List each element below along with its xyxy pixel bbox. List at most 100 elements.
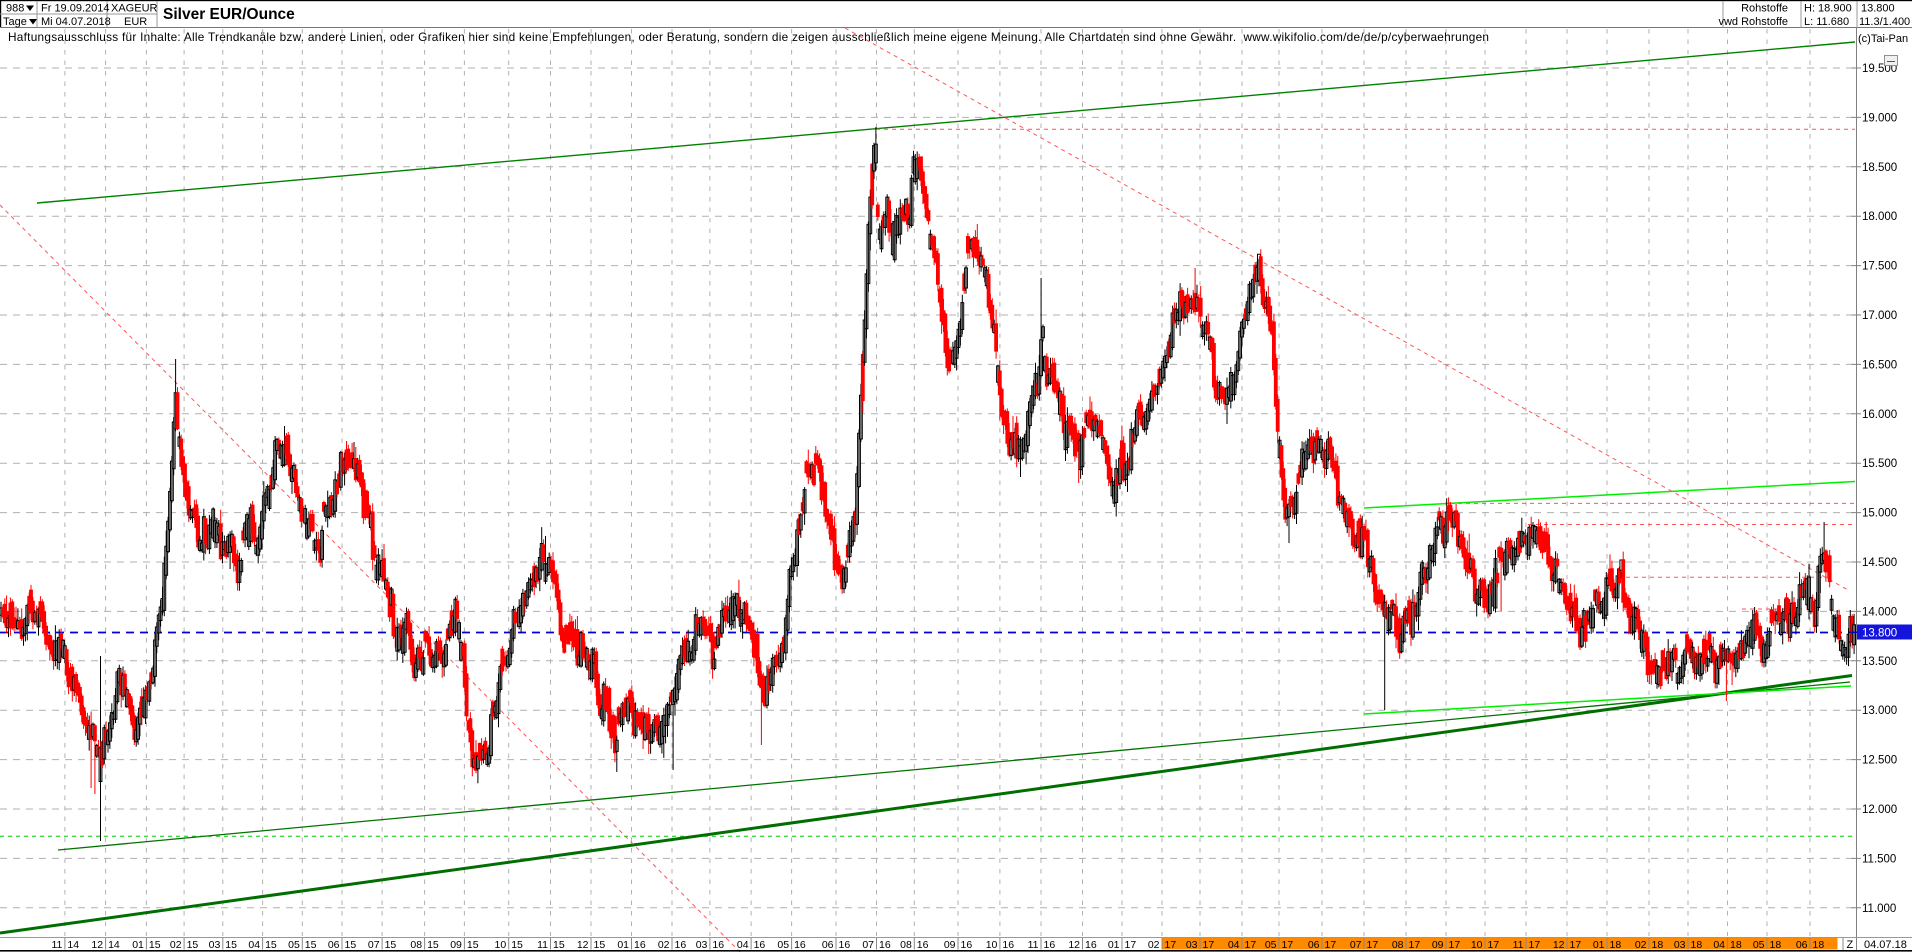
svg-text:11: 11 bbox=[537, 939, 548, 951]
svg-text:06: 06 bbox=[328, 939, 340, 951]
svg-text:14: 14 bbox=[108, 939, 120, 951]
svg-text:18: 18 bbox=[1610, 939, 1622, 951]
svg-text:15: 15 bbox=[305, 939, 317, 951]
svg-text:Silver EUR/Ounce: Silver EUR/Ounce bbox=[163, 6, 295, 23]
svg-text:12: 12 bbox=[1553, 939, 1565, 951]
svg-text:09: 09 bbox=[450, 939, 462, 951]
svg-text:07: 07 bbox=[368, 939, 380, 951]
svg-text:vwd Rohstoffe: vwd Rohstoffe bbox=[1718, 16, 1788, 28]
svg-text:(c)Tai-Pan: (c)Tai-Pan bbox=[1858, 33, 1908, 45]
svg-text:18: 18 bbox=[1813, 939, 1825, 951]
svg-text:15: 15 bbox=[385, 939, 397, 951]
svg-text:02: 02 bbox=[658, 939, 670, 951]
svg-text:11.3/1.400: 11.3/1.400 bbox=[1859, 16, 1910, 28]
svg-text:13.000: 13.000 bbox=[1862, 705, 1897, 717]
svg-text:03: 03 bbox=[1186, 939, 1198, 951]
svg-text:12.500: 12.500 bbox=[1862, 755, 1897, 767]
svg-text:10: 10 bbox=[495, 939, 507, 951]
svg-text:Fr 19.09.2014: Fr 19.09.2014 bbox=[41, 3, 110, 15]
svg-text:06: 06 bbox=[822, 939, 834, 951]
svg-text:04: 04 bbox=[1713, 939, 1725, 951]
svg-text:19.000: 19.000 bbox=[1862, 112, 1897, 124]
svg-text:07: 07 bbox=[1350, 939, 1362, 951]
svg-text:H: 18.900: H: 18.900 bbox=[1804, 3, 1852, 15]
svg-text:13.500: 13.500 bbox=[1862, 656, 1897, 668]
svg-text:15: 15 bbox=[187, 939, 199, 951]
svg-text:XAGEUR: XAGEUR bbox=[111, 3, 158, 15]
svg-text:01: 01 bbox=[617, 939, 629, 951]
svg-text:15.000: 15.000 bbox=[1862, 508, 1897, 520]
svg-text:08: 08 bbox=[900, 939, 912, 951]
svg-text:15: 15 bbox=[345, 939, 357, 951]
svg-text:10: 10 bbox=[986, 939, 998, 951]
svg-text:04: 04 bbox=[248, 939, 260, 951]
svg-text:15: 15 bbox=[427, 939, 439, 951]
svg-text:17: 17 bbox=[1449, 939, 1461, 951]
svg-text:16: 16 bbox=[879, 939, 891, 951]
svg-text:07: 07 bbox=[862, 939, 874, 951]
svg-text:15: 15 bbox=[467, 939, 479, 951]
svg-text:11: 11 bbox=[1028, 939, 1039, 951]
svg-text:13.800: 13.800 bbox=[1862, 628, 1897, 640]
svg-text:15: 15 bbox=[553, 939, 565, 951]
svg-text:16: 16 bbox=[675, 939, 687, 951]
svg-text:16: 16 bbox=[754, 939, 766, 951]
svg-text:12: 12 bbox=[577, 939, 589, 951]
svg-text:17: 17 bbox=[1367, 939, 1379, 951]
svg-text:04.07.18: 04.07.18 bbox=[1864, 939, 1907, 951]
svg-text:EUR: EUR bbox=[124, 16, 147, 28]
svg-text:988: 988 bbox=[6, 3, 24, 15]
svg-text:02: 02 bbox=[170, 939, 182, 951]
svg-text:15: 15 bbox=[511, 939, 523, 951]
svg-text:16: 16 bbox=[1044, 939, 1056, 951]
svg-text:06: 06 bbox=[1308, 939, 1320, 951]
svg-text:16: 16 bbox=[839, 939, 851, 951]
svg-text:01: 01 bbox=[1593, 939, 1605, 951]
svg-text:17: 17 bbox=[1203, 939, 1215, 951]
svg-text:03: 03 bbox=[209, 939, 221, 951]
svg-text:11.500: 11.500 bbox=[1862, 853, 1896, 865]
svg-text:16: 16 bbox=[712, 939, 724, 951]
svg-text:17: 17 bbox=[1282, 939, 1294, 951]
svg-text:Haftungsausschluss für Inhalte: Haftungsausschluss für Inhalte: Alle Tre… bbox=[8, 30, 1489, 44]
svg-text:01: 01 bbox=[132, 939, 144, 951]
svg-text:13.800: 13.800 bbox=[1861, 3, 1895, 15]
svg-text:11: 11 bbox=[1513, 939, 1524, 951]
svg-text:16: 16 bbox=[1002, 939, 1014, 951]
svg-text:15: 15 bbox=[265, 939, 277, 951]
svg-text:04: 04 bbox=[1228, 939, 1240, 951]
svg-text:15.500: 15.500 bbox=[1862, 458, 1897, 470]
svg-text:Tage: Tage bbox=[3, 16, 27, 28]
svg-text:12: 12 bbox=[1068, 939, 1080, 951]
svg-text:L: 11.680: L: 11.680 bbox=[1804, 16, 1849, 28]
svg-text:05: 05 bbox=[288, 939, 300, 951]
svg-text:16.000: 16.000 bbox=[1862, 409, 1897, 421]
svg-text:16: 16 bbox=[961, 939, 973, 951]
svg-text:16: 16 bbox=[794, 939, 806, 951]
svg-text:17: 17 bbox=[1165, 939, 1177, 951]
svg-text:08: 08 bbox=[410, 939, 422, 951]
svg-text:01: 01 bbox=[1108, 939, 1120, 951]
svg-text:16: 16 bbox=[634, 939, 646, 951]
svg-text:Rohstoffe: Rohstoffe bbox=[1741, 3, 1788, 15]
svg-text:14: 14 bbox=[67, 939, 79, 951]
svg-text:08: 08 bbox=[1392, 939, 1404, 951]
svg-text:17.000: 17.000 bbox=[1862, 310, 1897, 322]
svg-text:15: 15 bbox=[149, 939, 161, 951]
svg-text:18.500: 18.500 bbox=[1862, 162, 1897, 174]
svg-text:16.500: 16.500 bbox=[1862, 359, 1897, 371]
svg-text:17: 17 bbox=[1570, 939, 1582, 951]
svg-text:09: 09 bbox=[1432, 939, 1444, 951]
svg-text:18: 18 bbox=[1691, 939, 1703, 951]
svg-text:12.000: 12.000 bbox=[1862, 804, 1897, 816]
svg-text:17: 17 bbox=[1125, 939, 1137, 951]
svg-text:15: 15 bbox=[594, 939, 606, 951]
svg-text:Mi 04.07.2018: Mi 04.07.2018 bbox=[41, 16, 111, 28]
svg-text:05: 05 bbox=[1753, 939, 1765, 951]
svg-text:16: 16 bbox=[1085, 939, 1097, 951]
svg-text:18: 18 bbox=[1730, 939, 1742, 951]
svg-text:02: 02 bbox=[1635, 939, 1647, 951]
svg-text:14.000: 14.000 bbox=[1862, 606, 1897, 618]
svg-text:17: 17 bbox=[1325, 939, 1337, 951]
svg-text:06: 06 bbox=[1796, 939, 1808, 951]
